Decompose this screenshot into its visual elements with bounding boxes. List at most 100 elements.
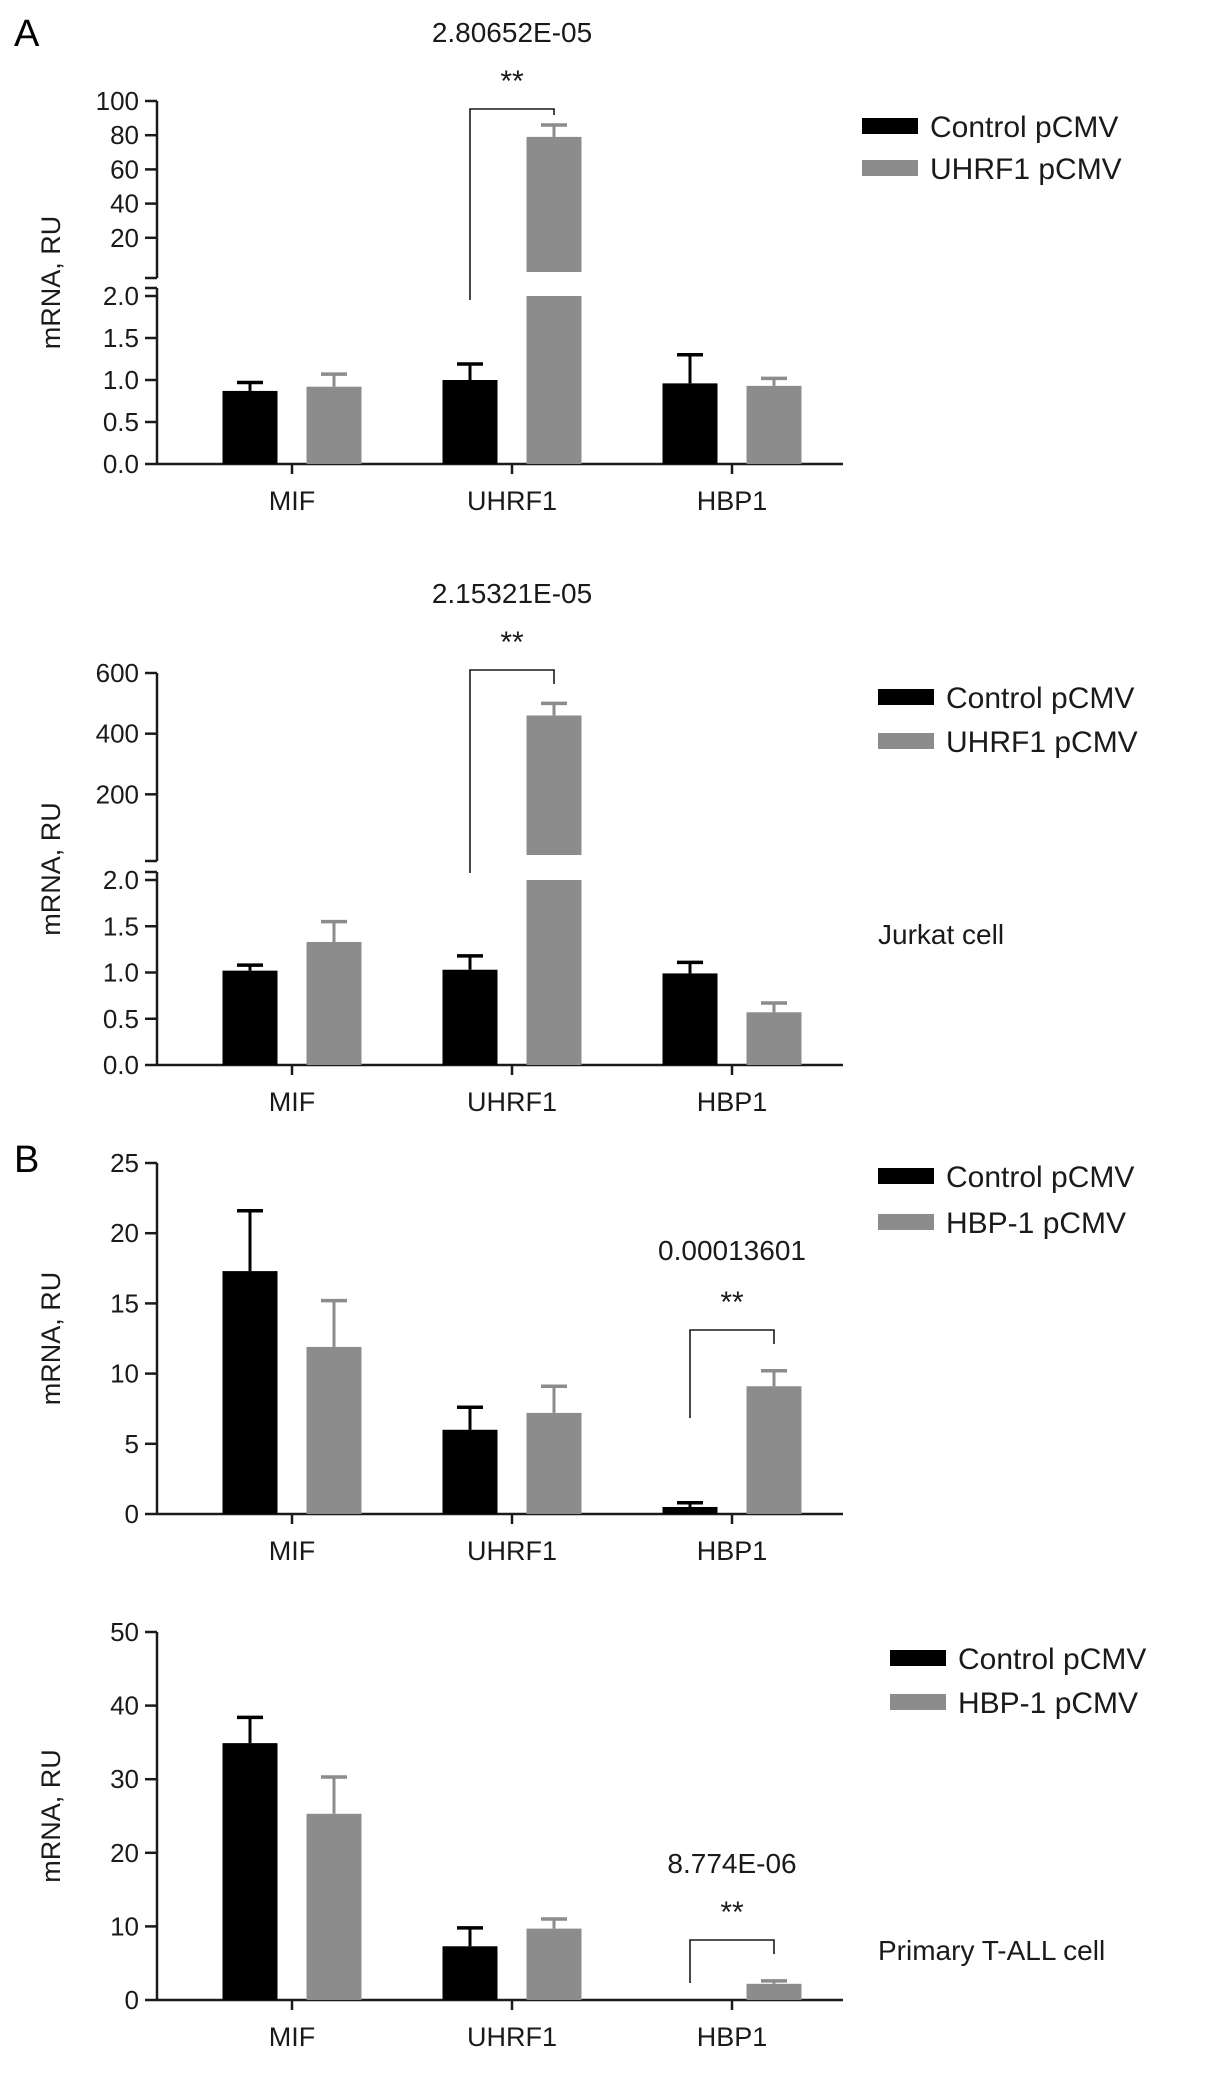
- significance-bracket: [689, 1939, 775, 1983]
- y-tick-label: 1.0: [103, 958, 139, 988]
- y-tick-label: 100: [96, 86, 139, 116]
- bar: [526, 715, 582, 855]
- x-tick-label: HBP1: [697, 1087, 768, 1117]
- p-value-label: 2.80652E-05: [432, 17, 592, 48]
- y-tick-label: 20: [110, 1838, 139, 1868]
- y-tick-label: 15: [110, 1288, 139, 1318]
- y-tick-label: 10: [110, 1359, 139, 1389]
- y-tick-label: 50: [110, 1617, 139, 1647]
- y-tick-label: 2.0: [103, 865, 139, 895]
- bar: [746, 1386, 802, 1514]
- y-tick-label: 0: [125, 1499, 139, 1529]
- y-axis-label: mRNA, RU: [36, 1749, 66, 1883]
- bar: [222, 390, 278, 464]
- legend-label: HBP-1 pCMV: [946, 1207, 1126, 1240]
- panel-label: B: [14, 1139, 39, 1181]
- bar: [526, 136, 582, 272]
- bar: [526, 1928, 582, 2000]
- legend-label: UHRF1 pCMV: [946, 726, 1138, 759]
- y-tick-label: 0.0: [103, 449, 139, 479]
- x-tick-label: UHRF1: [467, 2022, 557, 2052]
- x-tick-label: HBP1: [697, 486, 768, 516]
- legend-label: Control pCMV: [946, 682, 1134, 715]
- y-tick-label: 0.0: [103, 1050, 139, 1080]
- y-tick-label: 40: [110, 189, 139, 219]
- legend-label: Control pCMV: [930, 111, 1118, 144]
- significance-bracket: [689, 1329, 775, 1418]
- y-axis-label: mRNA, RU: [36, 216, 66, 350]
- bar: [306, 1813, 362, 2000]
- bar: [746, 1983, 802, 2000]
- y-tick-label: 5: [125, 1429, 139, 1459]
- y-tick-label: 0.5: [103, 407, 139, 437]
- panel-label: A: [14, 13, 40, 55]
- significance-stars: **: [500, 626, 524, 659]
- significance-bracket: [469, 108, 555, 300]
- p-value-label: 8.774E-06: [667, 1848, 796, 1879]
- y-tick-label: 25: [110, 1148, 139, 1178]
- bar: [442, 1429, 498, 1514]
- y-tick-label: 10: [110, 1911, 139, 1941]
- chart-2: 0.0 0.5 1.0 1.5 2.0 200 400 600 MIF UHRF1 HBP1 mRNA…: [36, 578, 1138, 1117]
- bar: [306, 941, 362, 1065]
- bar: [442, 380, 498, 464]
- x-tick-label: MIF: [269, 486, 316, 516]
- cell-type-note: Primary T-ALL cell: [878, 1935, 1105, 1966]
- y-tick-label: 200: [96, 779, 139, 809]
- x-tick-label: UHRF1: [467, 486, 557, 516]
- y-axis-label: mRNA, RU: [36, 802, 66, 936]
- legend-label: UHRF1 pCMV: [930, 153, 1122, 186]
- x-tick-label: MIF: [269, 1087, 316, 1117]
- bar: [662, 973, 718, 1065]
- x-tick-label: MIF: [269, 2022, 316, 2052]
- y-tick-label: 2.0: [103, 281, 139, 311]
- x-tick-label: UHRF1: [467, 1087, 557, 1117]
- y-tick-label: 1.0: [103, 365, 139, 395]
- bar: [222, 1743, 278, 2000]
- significance-bracket: [469, 669, 555, 873]
- bar: [442, 969, 498, 1065]
- bar: [222, 970, 278, 1065]
- legend-label: Control pCMV: [946, 1161, 1134, 1194]
- bar: [526, 296, 582, 464]
- y-tick-label: 1.5: [103, 911, 139, 941]
- significance-stars: **: [500, 65, 524, 98]
- chart-1: A 0.0 0.5 1.0 1.5 2.0 20 40 60 80 100 MIF UHRF1 HBP1 m…: [14, 13, 1122, 516]
- significance-stars: **: [720, 1896, 744, 1929]
- bar: [526, 880, 582, 1065]
- y-axis-label: mRNA, RU: [36, 1272, 66, 1406]
- significance-stars: **: [720, 1286, 744, 1319]
- bar: [222, 1271, 278, 1514]
- bar: [746, 1012, 802, 1065]
- y-tick-label: 0.5: [103, 1004, 139, 1034]
- y-tick-label: 60: [110, 154, 139, 184]
- bar: [662, 383, 718, 464]
- bar: [306, 386, 362, 464]
- y-tick-label: 30: [110, 1764, 139, 1794]
- p-value-label: 0.00013601: [658, 1235, 806, 1266]
- x-tick-label: HBP1: [697, 2022, 768, 2052]
- bar: [306, 1346, 362, 1514]
- x-tick-label: UHRF1: [467, 1536, 557, 1566]
- y-tick-label: 20: [110, 223, 139, 253]
- bar: [526, 1412, 582, 1514]
- x-tick-label: HBP1: [697, 1536, 768, 1566]
- y-tick-label: 600: [96, 658, 139, 688]
- legend-label: Control pCMV: [958, 1643, 1146, 1676]
- chart-3: B 0 5 10 15 20 25 MIF UHRF1 HBP1 mRNA, RU ** 0.00013…: [14, 1139, 1134, 1566]
- y-tick-label: 80: [110, 120, 139, 150]
- legend-label: HBP-1 pCMV: [958, 1687, 1138, 1720]
- y-tick-label: 20: [110, 1218, 139, 1248]
- p-value-label: 2.15321E-05: [432, 578, 592, 609]
- y-tick-label: 1.5: [103, 323, 139, 353]
- bar: [746, 385, 802, 464]
- bar: [662, 1506, 718, 1514]
- y-tick-label: 40: [110, 1691, 139, 1721]
- cell-type-note: Jurkat cell: [878, 919, 1004, 950]
- y-tick-label: 0: [125, 1985, 139, 2015]
- bar: [442, 1946, 498, 2000]
- y-tick-label: 400: [96, 719, 139, 749]
- chart-4: 0 10 20 30 40 50 MIF UHRF1 HBP1 mRNA, RU ** 8.774E-…: [36, 1617, 1146, 2052]
- x-tick-label: MIF: [269, 1536, 316, 1566]
